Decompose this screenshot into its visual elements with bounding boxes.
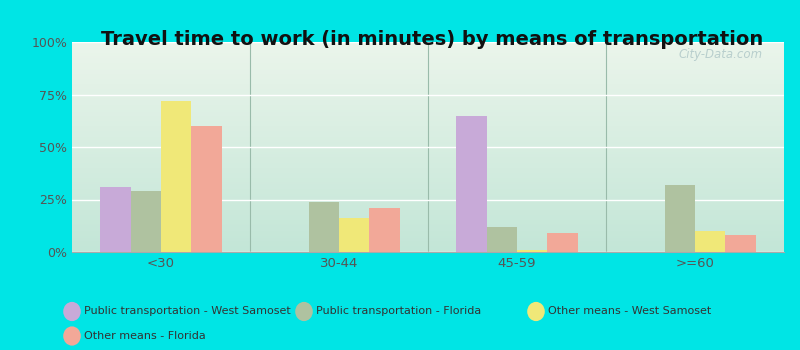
Text: Public transportation - Florida: Public transportation - Florida xyxy=(316,307,482,316)
Bar xyxy=(309,202,339,252)
Bar xyxy=(191,126,222,252)
Bar xyxy=(130,191,161,252)
Bar xyxy=(161,101,191,252)
Bar xyxy=(486,227,517,252)
Bar xyxy=(339,218,370,252)
Bar xyxy=(726,235,755,252)
Bar xyxy=(547,233,578,252)
Text: Other means - Florida: Other means - Florida xyxy=(84,331,206,341)
Bar xyxy=(457,116,486,252)
Bar xyxy=(517,250,547,252)
Text: Other means - West Samoset: Other means - West Samoset xyxy=(548,307,711,316)
Bar xyxy=(695,231,726,252)
Bar xyxy=(370,208,399,252)
Bar xyxy=(665,185,695,252)
Text: Public transportation - West Samoset: Public transportation - West Samoset xyxy=(84,307,290,316)
Bar xyxy=(101,187,130,252)
Text: City-Data.com: City-Data.com xyxy=(678,48,762,61)
Text: Travel time to work (in minutes) by means of transportation: Travel time to work (in minutes) by mean… xyxy=(101,30,763,49)
